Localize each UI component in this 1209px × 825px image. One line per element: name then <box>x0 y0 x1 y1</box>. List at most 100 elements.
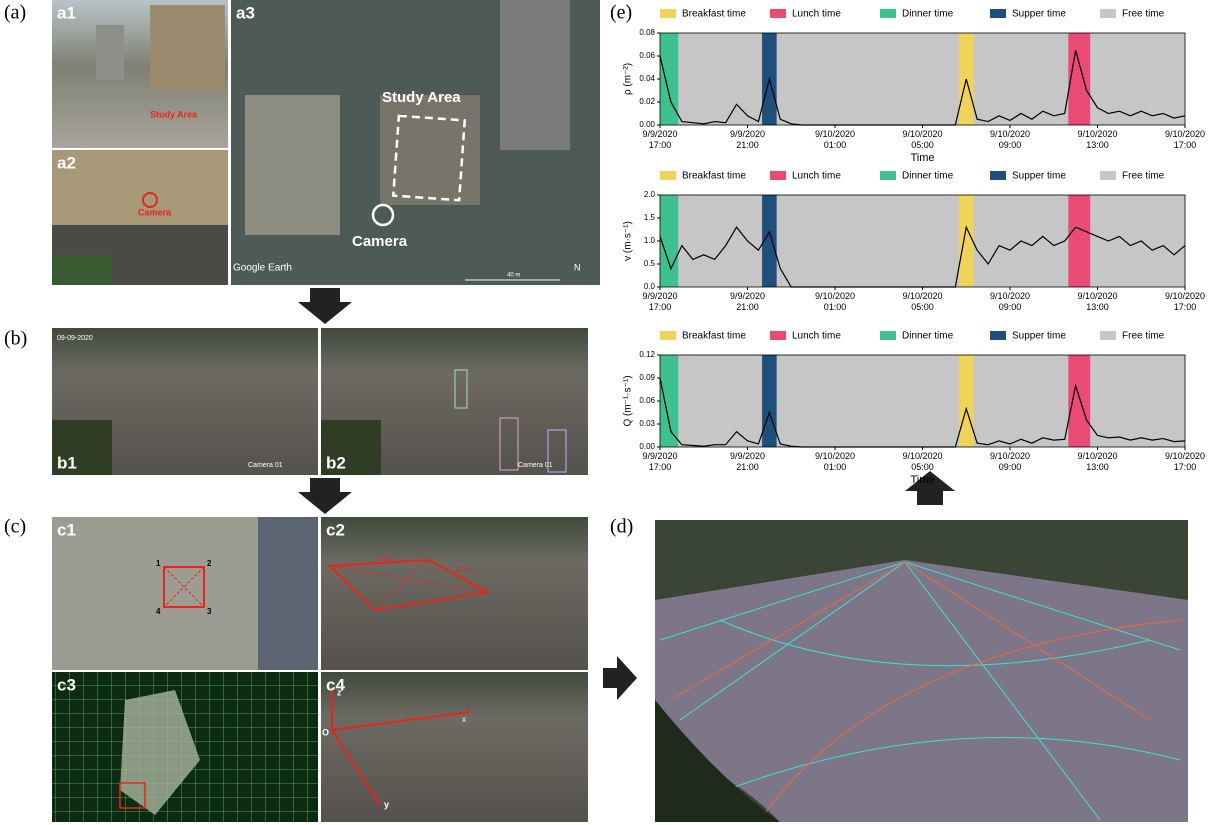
x-tick-label: 9/10/2020 01:00 <box>800 291 870 313</box>
legend-label: Supper time <box>1012 331 1066 342</box>
y-tick-label: 1.5 <box>644 213 656 222</box>
legend-label: Dinner time <box>902 9 954 20</box>
legend-swatch <box>770 171 786 180</box>
legend-label: Lunch time <box>792 9 841 20</box>
legend-label: Supper time <box>1012 9 1066 20</box>
legend-swatch <box>770 331 786 340</box>
x-tick-label: 9/9/2020 21:00 <box>713 129 783 151</box>
x-tick-label: 9/9/2020 21:00 <box>713 291 783 313</box>
y-tick-label: 0.12 <box>639 350 655 359</box>
time-band <box>1068 355 1090 447</box>
free-time-band <box>660 33 1185 125</box>
x-tick-label: 9/10/2020 05:00 <box>888 291 958 313</box>
camera-id: Camera 01 <box>518 462 553 469</box>
legend-swatch <box>990 9 1006 18</box>
y-tick-label: 0.09 <box>639 373 655 382</box>
photo-c4 <box>321 672 588 822</box>
photo-annotation: Camera <box>352 233 408 250</box>
time-band <box>959 195 974 287</box>
legend-swatch <box>990 171 1006 180</box>
panel-label: (d) <box>610 516 633 538</box>
arrow <box>298 478 352 514</box>
north-arrow: N <box>574 262 581 272</box>
legend-label: Breakfast time <box>682 331 746 342</box>
photo-detail <box>258 517 318 670</box>
legend-swatch <box>770 9 786 18</box>
y-tick-label: 0.06 <box>639 51 655 60</box>
time-band <box>762 355 777 447</box>
legend-label: Lunch time <box>792 331 841 342</box>
time-band <box>1068 33 1090 125</box>
legend-label: Free time <box>1122 171 1165 182</box>
x-tick-label: 9/10/2020 09:00 <box>975 451 1045 473</box>
y-tick-label: 0.00 <box>639 442 655 451</box>
legend-label: Dinner time <box>902 331 954 342</box>
x-tick-label: 9/10/2020 05:00 <box>888 129 958 151</box>
legend-swatch <box>880 171 896 180</box>
x-tick-label: 9/9/2020 17:00 <box>625 451 695 473</box>
scale-label: 40 m <box>507 273 520 279</box>
point-label: 3 <box>207 607 212 616</box>
trajectory-cloud <box>655 560 1188 822</box>
legend-swatch <box>1100 9 1116 18</box>
photo-detail <box>245 95 340 235</box>
legend-swatch <box>660 331 676 340</box>
panel-label: (a) <box>4 2 26 24</box>
photo-tag: b2 <box>326 453 346 472</box>
y-tick-label: 0.02 <box>639 97 655 106</box>
legend-swatch <box>660 9 676 18</box>
x-tick-label: 9/10/2020 17:00 <box>1150 129 1209 151</box>
photo-tag: b1 <box>57 453 77 472</box>
x-axis-label: Time <box>910 474 934 486</box>
axis-label: z <box>337 687 342 697</box>
x-tick-label: 9/10/2020 13:00 <box>1063 451 1133 473</box>
photo-detail <box>52 255 112 285</box>
photo-annotation: Camera <box>138 207 172 217</box>
legend-label: Lunch time <box>792 171 841 182</box>
legend-label: Breakfast time <box>682 9 746 20</box>
panel-label: (e) <box>610 2 632 24</box>
axis-label: y <box>384 799 389 809</box>
photo-annotation: Study Area <box>382 89 461 106</box>
figure: (a) (b) (c) (d) (e) a1 Study Area a2 Cam… <box>0 0 1209 825</box>
x-tick-label: 9/10/2020 17:00 <box>1150 291 1209 313</box>
camera-id: Camera 01 <box>248 462 283 469</box>
time-band <box>660 355 678 447</box>
legend-swatch <box>1100 171 1116 180</box>
arrow <box>298 288 352 324</box>
y-tick-label: 0.0 <box>644 282 656 291</box>
photo-detail <box>96 25 124 80</box>
legend-swatch <box>660 171 676 180</box>
arrow <box>603 656 637 700</box>
legend-swatch <box>880 331 896 340</box>
free-time-band <box>660 195 1185 287</box>
legend-label: Free time <box>1122 331 1165 342</box>
y-tick-label: 0.06 <box>639 396 655 405</box>
photo-tag: a1 <box>57 3 76 22</box>
legend-swatch <box>1100 331 1116 340</box>
x-tick-label: 9/10/2020 01:00 <box>800 451 870 473</box>
legend-swatch <box>880 9 896 18</box>
time-band <box>660 195 678 287</box>
y-tick-label: 0.5 <box>644 259 656 268</box>
legend-label: Dinner time <box>902 171 954 182</box>
legend-label: Free time <box>1122 9 1165 20</box>
distance-label: 10 m <box>455 567 471 574</box>
panel-label: (c) <box>4 516 26 538</box>
photo-source: Google Earth <box>233 263 292 274</box>
x-tick-label: 9/10/2020 05:00 <box>888 451 958 473</box>
y-tick-label: 1.0 <box>644 236 656 245</box>
point-label: 2 <box>207 559 212 568</box>
y-axis-label: ρ (m⁻²) <box>623 63 634 95</box>
photo-c2 <box>321 517 588 670</box>
x-tick-label: 9/10/2020 13:00 <box>1063 129 1133 151</box>
x-tick-label: 9/10/2020 09:00 <box>975 129 1045 151</box>
x-tick-label: 9/10/2020 01:00 <box>800 129 870 151</box>
y-axis-label: Q (m⁻¹·s⁻¹) <box>623 375 634 426</box>
time-band <box>1068 195 1090 287</box>
legend-swatch <box>990 331 1006 340</box>
x-tick-label: 9/10/2020 09:00 <box>975 291 1045 313</box>
x-tick-label: 9/10/2020 17:00 <box>1150 451 1209 473</box>
x-tick-label: 9/9/2020 17:00 <box>625 129 695 151</box>
y-tick-label: 0.00 <box>639 120 655 129</box>
